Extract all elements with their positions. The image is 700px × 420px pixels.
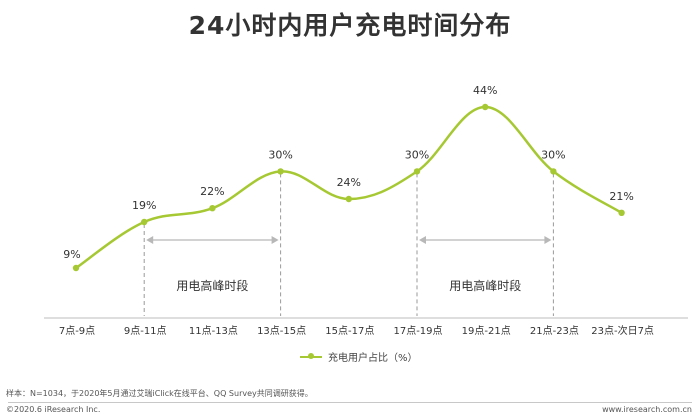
sample-note: 样本：N=1034，于2020年5月通过艾瑞iClick在线平台、QQ Surv… [6, 389, 313, 398]
data-point [618, 209, 625, 216]
data-point [345, 195, 352, 203]
legend-swatch [300, 352, 322, 359]
x-tick-label: 7点-9点 [59, 325, 95, 337]
data-label: 21% [609, 190, 633, 203]
chart-title: 24小时内用户充电时间分布 [188, 11, 512, 40]
data-point [141, 218, 148, 226]
footer-divider [8, 402, 692, 403]
arrowhead-left [419, 236, 426, 244]
data-point [550, 168, 557, 175]
data-point [482, 103, 489, 111]
legend-label: 充电用户占比（%） [328, 353, 418, 364]
data-label: 22% [200, 185, 224, 198]
copyright: ©2020.6 iResearch Inc. [6, 405, 101, 414]
data-label: 9% [63, 248, 80, 261]
x-tick-label: 19点-21点 [462, 325, 511, 337]
data-label: 19% [132, 199, 156, 212]
x-tick-label: 11点-13点 [189, 325, 238, 337]
x-tick-label: 13点-15点 [257, 325, 306, 337]
data-label: 44% [473, 84, 497, 97]
data-point [209, 205, 216, 212]
x-tick-label: 15点-17点 [325, 325, 374, 337]
x-tick-label: 23点-次日7点 [591, 324, 654, 337]
legend-dot [308, 352, 314, 359]
website: www.iresearch.com.cn [602, 405, 692, 414]
arrowhead-left [146, 236, 154, 244]
data-label: 30% [541, 148, 565, 161]
data-point [413, 168, 421, 175]
data-point [277, 168, 284, 175]
peak-period-label: 用电高峰时段 [176, 278, 248, 293]
legend: 充电用户占比（%） [300, 349, 418, 364]
x-tick-label: 9点-11点 [124, 325, 167, 337]
peak-period-label: 用电高峰时段 [449, 278, 521, 293]
data-label: 30% [268, 148, 292, 161]
x-tick-label: 17点-19点 [393, 325, 442, 337]
x-tick-label: 21点-23点 [530, 325, 579, 337]
data-label: 24% [337, 176, 361, 189]
data-label: 30% [405, 148, 429, 161]
arrowhead-right [544, 236, 552, 244]
arrowhead-right [271, 236, 279, 244]
data-point [72, 264, 80, 272]
